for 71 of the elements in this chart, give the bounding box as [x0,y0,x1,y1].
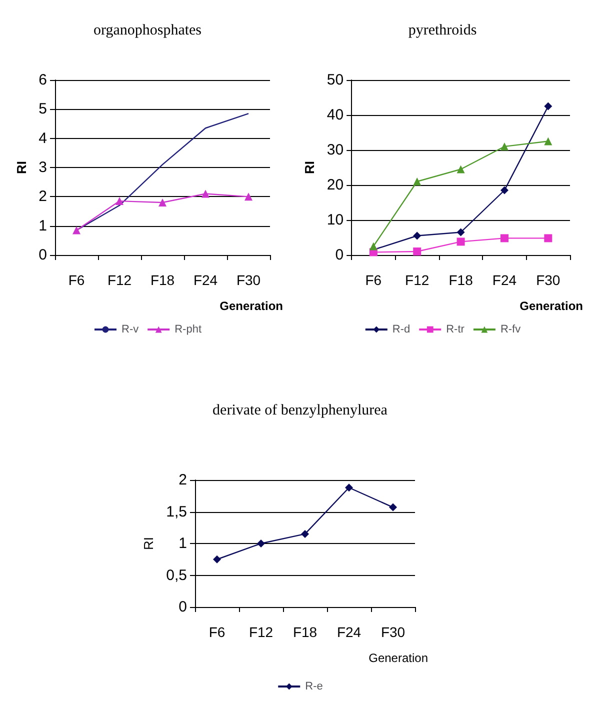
x-tick-label: F18 [448,272,474,288]
x-tick-label: F30 [380,624,406,640]
x-tick-label: F6 [365,272,382,288]
point [244,192,252,201]
point [116,197,124,206]
y-axis-title: RI [302,161,317,174]
point [456,228,465,236]
y-tick-label: 30 [326,142,344,158]
point [369,242,378,250]
point [413,248,422,256]
y-tick-label: 2 [178,472,187,488]
legend-label: R-d [392,324,410,336]
x-tick-label: F18 [292,624,318,640]
legend-label: R-pht [174,324,202,336]
point [544,234,552,242]
x-tick-label: F12 [107,272,132,288]
x-tick-label: F12 [248,624,274,640]
point [500,234,508,242]
legend-label: R-fv [500,324,522,336]
point [345,484,353,492]
y-tick-label: 3 [38,159,47,176]
point [413,232,422,240]
x-tick-label: F30 [536,272,560,288]
x-tick-label: F6 [208,624,226,640]
point [500,142,508,150]
y-tick-label: 5 [38,100,47,118]
y-tick-label: 1,5 [166,503,187,520]
legend-label: R-tr [446,324,465,336]
x-tick-label: F30 [236,272,261,288]
x-tick-label: F24 [193,272,218,288]
point [257,540,265,548]
y-tick-label: 1 [178,535,187,552]
chart-title: pyrethroids [408,22,477,38]
y-tick-label: 0 [335,246,344,264]
y-tick-label: 40 [326,106,344,124]
point [413,178,422,186]
legend-label: R-v [121,324,140,336]
x-axis-title: Generation [220,299,284,313]
point [72,226,80,234]
point [456,165,465,174]
x-tick-label: F24 [336,624,362,640]
x-axis-title: Generation [368,651,428,665]
y-tick-label: 0 [178,598,187,616]
y-tick-label: 10 [326,212,344,228]
y-axis-title: RI [14,161,29,174]
y-tick-label: 50 [326,72,344,88]
point [544,137,552,146]
x-tick-label: F12 [405,272,430,288]
point [158,198,166,206]
y-tick-label: 0,5 [166,566,187,584]
legend-label: R-e [305,680,323,692]
y-tick-label: 0 [38,246,47,264]
point [301,530,309,538]
y-tick-label: 2 [38,188,47,206]
y-tick-label: 1 [38,217,47,234]
chart-title: derivate of benzylphenylurea [212,402,388,418]
point [389,503,397,512]
x-axis-title: Generation [520,299,584,313]
x-tick-label: F24 [492,272,517,288]
y-tick-label: 6 [38,72,47,88]
x-tick-label: F6 [68,272,85,288]
chart-title: organophosphates [93,22,202,38]
point [202,190,210,198]
point [213,555,221,564]
x-tick-label: F18 [150,272,175,288]
y-tick-label: 20 [326,176,344,194]
y-axis-title: RI [141,537,156,550]
y-tick-label: 4 [38,130,47,147]
point [456,238,465,246]
point [544,102,552,110]
point [500,186,508,194]
